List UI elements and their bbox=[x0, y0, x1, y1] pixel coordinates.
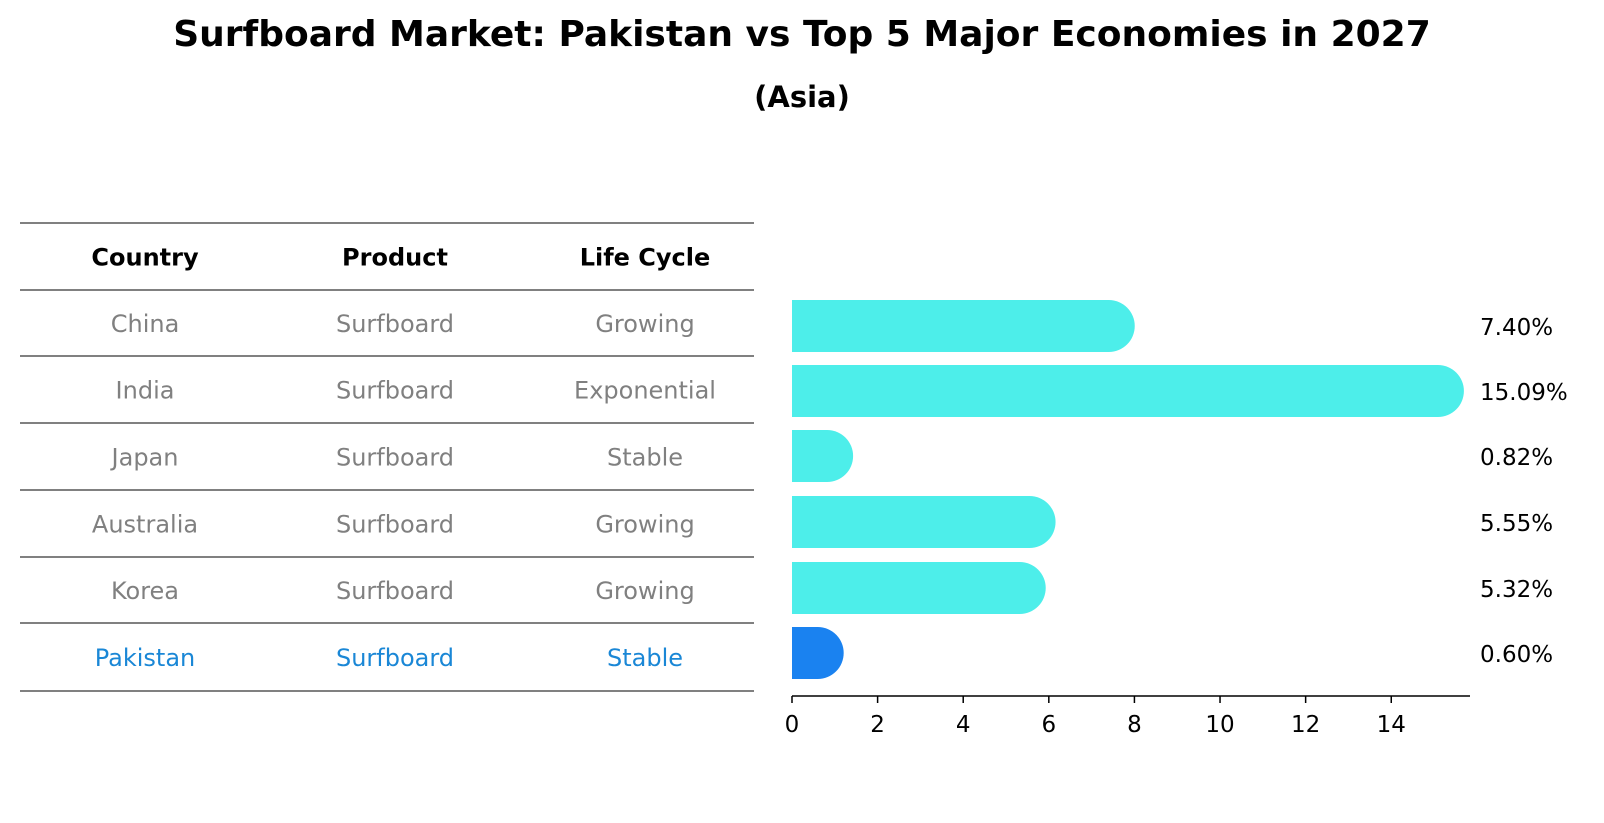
country-cell: Korea bbox=[111, 577, 179, 605]
value-label-china: 7.40% bbox=[1480, 315, 1553, 341]
x-tick-label: 8 bbox=[1127, 712, 1142, 738]
life-cycle-cell: Growing bbox=[595, 577, 694, 605]
table-row: China Surfboard Growing bbox=[111, 310, 695, 338]
product-cell: Surfboard bbox=[336, 644, 454, 672]
country-cell: India bbox=[116, 377, 175, 405]
life-cycle-header: Life Cycle bbox=[580, 244, 711, 272]
life-cycle-cell: Stable bbox=[607, 444, 683, 472]
life-cycle-cell: Exponential bbox=[574, 377, 716, 405]
x-tick-label: 6 bbox=[1041, 712, 1056, 738]
x-tick-label: 12 bbox=[1291, 712, 1320, 738]
life-cycle-cell: Growing bbox=[595, 310, 694, 338]
chart-title: Surfboard Market: Pakistan vs Top 5 Majo… bbox=[173, 14, 1431, 55]
value-label-india: 15.09% bbox=[1480, 380, 1568, 406]
product-cell: Surfboard bbox=[336, 377, 454, 405]
table-row: Australia Surfboard Growing bbox=[92, 511, 695, 539]
bar-chart: 7.40% 15.09% 0.82% 5.55% 5.32% 0.60% 0 2 4 6 8 10 12… bbox=[785, 300, 1568, 738]
value-label-pakistan: 0.60% bbox=[1480, 642, 1553, 668]
x-tick-label: 0 bbox=[785, 712, 800, 738]
chart-subtitle: (Asia) bbox=[754, 80, 850, 114]
value-label-japan: 0.82% bbox=[1480, 445, 1553, 471]
bar-china bbox=[792, 300, 1135, 352]
bar-korea bbox=[792, 562, 1046, 614]
product-cell: Surfboard bbox=[336, 310, 454, 338]
table-row: Korea Surfboard Growing bbox=[111, 577, 695, 605]
product-cell: Surfboard bbox=[336, 444, 454, 472]
country-cell: Australia bbox=[92, 511, 198, 539]
product-cell: Surfboard bbox=[336, 577, 454, 605]
country-cell: Japan bbox=[110, 444, 179, 472]
life-cycle-cell: Stable bbox=[607, 644, 683, 672]
bar-japan bbox=[792, 430, 854, 482]
table-row: India Surfboard Exponential bbox=[116, 377, 716, 405]
table-row: Pakistan Surfboard Stable bbox=[95, 644, 683, 672]
country-header: Country bbox=[91, 244, 199, 272]
value-label-australia: 5.55% bbox=[1480, 511, 1553, 537]
bar-pakistan bbox=[792, 627, 844, 679]
x-tick-label: 14 bbox=[1377, 712, 1406, 738]
product-cell: Surfboard bbox=[336, 511, 454, 539]
table-row: Japan Surfboard Stable bbox=[110, 444, 683, 472]
x-tick-label: 2 bbox=[870, 712, 885, 738]
x-tick-label: 4 bbox=[956, 712, 971, 738]
value-label-korea: 5.32% bbox=[1480, 577, 1553, 603]
x-tick-label: 10 bbox=[1205, 712, 1234, 738]
country-cell: China bbox=[111, 310, 180, 338]
bar-india bbox=[792, 365, 1464, 417]
bar-australia bbox=[792, 496, 1056, 548]
data-table: Country Product Life Cycle China Surfboard Gr… bbox=[20, 222, 754, 692]
country-cell: Pakistan bbox=[95, 644, 196, 672]
life-cycle-cell: Growing bbox=[595, 511, 694, 539]
product-header: Product bbox=[342, 244, 448, 272]
